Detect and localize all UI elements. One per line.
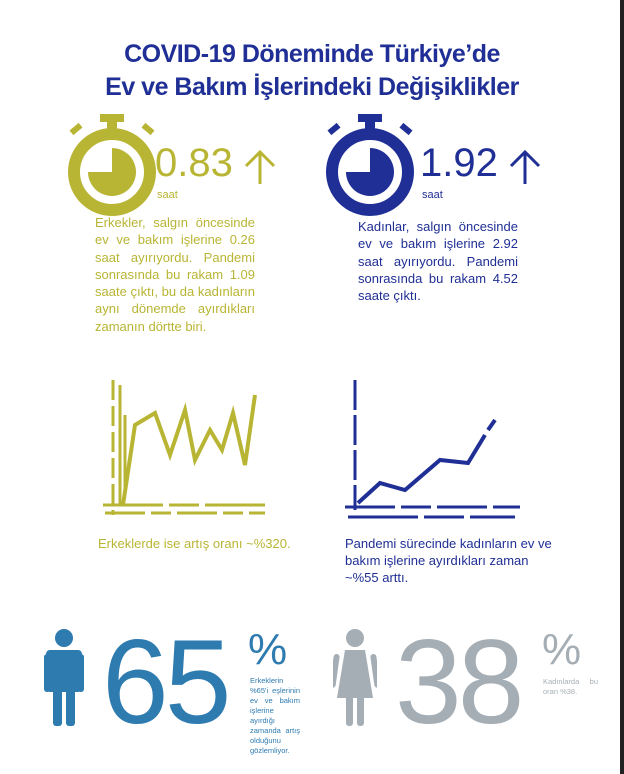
stopwatch-icon [68, 114, 156, 216]
women-share-percent-sign: % [542, 625, 582, 674]
women-description: Kadınlar, salgın öncesinde ev ve bakım i… [358, 219, 518, 304]
women-share-value: 38 [395, 615, 524, 749]
stopwatch-icon [326, 114, 414, 216]
title-line-2: Ev ve Bakım İşlerindeki Değişiklikler [105, 73, 519, 101]
women-chart-caption: Pandemi sürecinde kadınların ev ve bakım… [345, 536, 552, 585]
men-hours-value: 0.83 [155, 141, 233, 185]
woman-icon [333, 629, 377, 726]
men-share-percent-sign: % [248, 625, 288, 674]
men-description: Erkekler, salgın öncesinde ev ve bakım i… [95, 215, 255, 334]
women-hours-unit: saat [422, 189, 443, 201]
line-chart-icon [345, 380, 520, 519]
men-share-value: 65 [102, 615, 231, 749]
men-hours-unit: saat [157, 189, 178, 201]
men-chart-caption: Erkeklerde ise artış oranı ~%320. [98, 536, 291, 551]
women-hours-value: 1.92 [420, 141, 498, 185]
women-share-text: Kadınlarda bu oran %38. [543, 677, 598, 696]
line-chart-icon [103, 380, 265, 515]
page-edge [620, 0, 624, 774]
page-title: COVID-19 Döneminde Türkiye’de Ev ve Bakım… [0, 38, 624, 104]
men-share-text: Erkeklerin %65'i eşlerinin ev ve bakım i… [250, 676, 300, 755]
arrow-up-icon [509, 149, 541, 184]
arrow-up-icon [244, 149, 276, 184]
title-line-1: COVID-19 Döneminde Türkiye’de [124, 40, 500, 68]
man-icon [44, 629, 84, 726]
